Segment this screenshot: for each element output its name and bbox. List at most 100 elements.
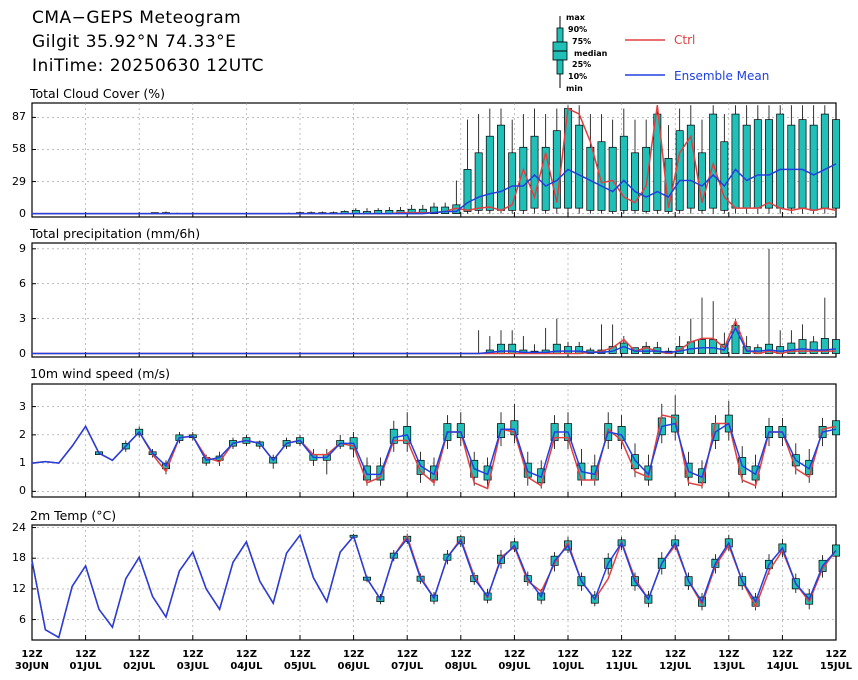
box-0-40 [474, 152, 483, 211]
mean-line-2 [31, 422, 837, 479]
xtick-hour-3: 12Z [182, 649, 204, 660]
xtick-date-14: 14JUL [766, 661, 799, 672]
xtick-hour-14: 12Z [771, 649, 793, 660]
box-0-62 [720, 141, 729, 211]
box-0-64 [742, 124, 751, 209]
ytick-label-1-0: 0 [19, 346, 26, 360]
xtick-hour-1: 12Z [75, 649, 97, 660]
box-1-71 [820, 338, 829, 354]
panel-title-wind: 10m wind speed (m/s) [30, 366, 170, 381]
xtick-hour-10: 12Z [557, 649, 579, 660]
box-0-46 [541, 146, 550, 211]
box-0-68 [787, 124, 796, 209]
ytick-label-2-2: 2 [19, 427, 26, 441]
box-0-63 [731, 113, 740, 209]
panel-title-temp: 2m Temp (°C) [30, 508, 117, 523]
xtick-date-8: 08JUL [444, 661, 477, 672]
box-1-70 [809, 341, 818, 354]
ytick-label-3-1: 12 [12, 581, 26, 595]
legend-ctrl-label: Ctrl [674, 33, 696, 47]
box-0-59 [686, 124, 695, 209]
box-0-54 [631, 152, 639, 211]
legend-box-upper [556, 27, 564, 43]
box-0-41 [485, 135, 494, 211]
box-0-66 [765, 119, 773, 209]
ytick-label-2-0: 0 [19, 484, 26, 498]
chart-title: CMA−GEPS Meteogram [32, 8, 242, 28]
box-2-60 [832, 420, 840, 436]
box-2-32 [456, 423, 465, 439]
ctrl-line-2 [31, 414, 837, 490]
box-0-52 [608, 146, 617, 212]
ytick-label-2-1: 1 [19, 456, 26, 470]
box-0-61 [709, 113, 718, 209]
xtick-date-5: 05JUL [283, 661, 317, 672]
xtick-hour-11: 12Z [611, 649, 633, 660]
mean-line-3 [31, 533, 837, 639]
box-1-63 [731, 325, 740, 354]
ytick-label-0-3: 87 [12, 110, 26, 124]
xtick-date-12: 12JUL [659, 661, 692, 672]
panel-title-cloud: Total Cloud Cover (%) [30, 86, 166, 101]
box-0-57 [664, 157, 673, 212]
box-0-67 [776, 113, 785, 209]
box-0-56 [653, 113, 662, 211]
box-1-72 [832, 339, 840, 354]
box-0-69 [798, 119, 807, 209]
ytick-label-0-1: 29 [12, 174, 26, 188]
mean-line-0 [32, 163, 837, 215]
xtick-date-1: 01JUL [69, 661, 102, 672]
box-0-39 [463, 169, 472, 212]
xtick-date-7: 07JUL [391, 661, 424, 672]
box-1-69 [798, 339, 807, 354]
xtick-hour-4: 12Z [235, 649, 257, 660]
ytick-label-3-0: 6 [19, 612, 26, 626]
box-0-58 [675, 130, 684, 211]
xtick-date-10: 10JUL [551, 661, 585, 672]
box-2-36 [510, 420, 519, 436]
box-0-51 [597, 141, 606, 211]
xtick-date-3: 03JUL [176, 661, 209, 672]
xtick-hour-0: 12Z [21, 649, 43, 660]
box-1-61 [709, 339, 718, 354]
ytick-label-1-2: 6 [19, 276, 26, 290]
box-0-65 [753, 119, 762, 209]
xtick-date-6: 06JUL [337, 661, 370, 672]
xtick-hour-9: 12Z [503, 649, 525, 660]
legend-box-lower [556, 59, 564, 75]
box-legend-max: max [566, 13, 585, 22]
box-legend-p25: 25% [572, 60, 592, 69]
box-legend-p90: 90% [568, 25, 588, 34]
ctrl-line-3 [31, 533, 837, 639]
box-0-45 [530, 135, 539, 209]
box-legend-p10: 10% [568, 72, 588, 81]
xtick-date-4: 04JUL [230, 661, 263, 672]
box-1-60 [698, 339, 706, 354]
legend-mean-label: Ensemble Mean [674, 69, 770, 83]
box-1-68 [787, 342, 796, 354]
ytick-label-1-1: 3 [19, 311, 26, 325]
init-time-label: IniTime: 20250630 12UTC [32, 56, 265, 76]
xtick-hour-5: 12Z [289, 649, 311, 660]
ytick-label-0-2: 58 [12, 142, 26, 156]
ytick-label-0-0: 0 [19, 206, 26, 220]
xtick-date-0: 30JUN [14, 661, 50, 672]
xtick-hour-13: 12Z [718, 649, 740, 660]
ytick-label-3-2: 18 [12, 551, 26, 565]
xtick-date-9: 09JUL [498, 661, 531, 672]
xtick-date-15: 15JUL [819, 661, 853, 672]
box-0-42 [497, 124, 505, 211]
box-0-36 [430, 206, 438, 215]
mean-line-1 [32, 326, 837, 355]
box-1-66 [765, 343, 773, 354]
box-0-53 [619, 135, 628, 211]
panel-title-precip: Total precipitation (mm/6h) [30, 226, 201, 241]
box-legend-p75: 75% [572, 37, 592, 46]
ytick-label-2-3: 3 [19, 399, 26, 413]
xtick-date-2: 02JUL [123, 661, 156, 672]
xtick-date-13: 13JUL [712, 661, 745, 672]
xtick-hour-2: 12Z [128, 649, 150, 660]
box-1-55 [642, 346, 651, 354]
xtick-hour-7: 12Z [396, 649, 418, 660]
